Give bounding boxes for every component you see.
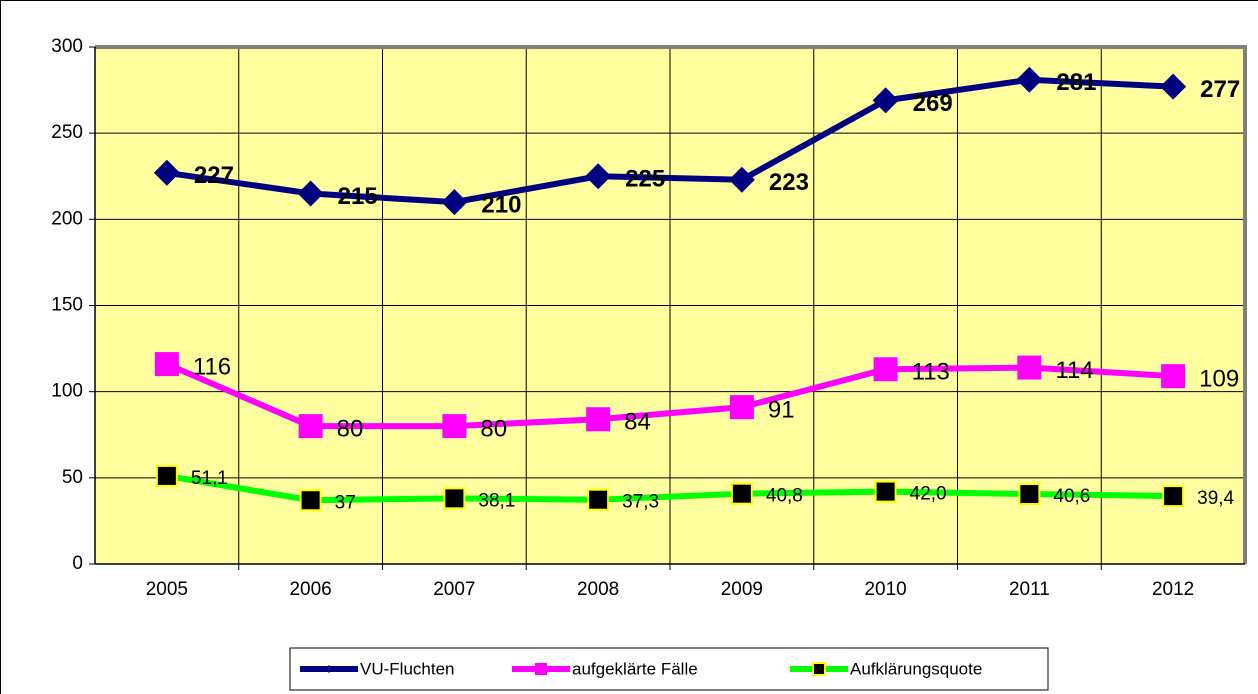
data-label: 42,0 — [910, 484, 947, 505]
legend-label: VU-Fluchten — [360, 659, 454, 678]
data-label: 223 — [769, 169, 809, 196]
data-label: 114 — [1055, 357, 1093, 384]
marker — [535, 663, 547, 675]
marker — [441, 189, 468, 216]
x-tick-label: 2012 — [1152, 579, 1194, 600]
data-label: 38,1 — [478, 490, 515, 511]
data-label: 225 — [625, 166, 665, 193]
series-line — [166, 76, 1174, 206]
marker — [153, 159, 180, 186]
data-label: 80 — [480, 415, 507, 442]
y-tick-label: 50 — [62, 467, 83, 488]
marker — [443, 487, 466, 510]
marker — [155, 464, 178, 487]
x-tick-label: 2011 — [1009, 579, 1050, 600]
data-label: 116 — [193, 353, 231, 380]
data-label: 51,1 — [191, 468, 228, 489]
data-label: 80 — [337, 415, 364, 442]
data-label: 227 — [194, 162, 234, 189]
marker — [728, 166, 755, 193]
series-line — [166, 472, 1174, 504]
x-tick-label: 2008 — [577, 579, 619, 600]
data-label: 109 — [1199, 366, 1239, 393]
y-tick-label: 100 — [51, 381, 83, 402]
marker — [1018, 483, 1041, 506]
data-label: 40,6 — [1053, 486, 1090, 507]
marker — [873, 357, 898, 382]
data-label: 277 — [1200, 76, 1240, 103]
data-label: 91 — [768, 397, 795, 424]
marker — [298, 414, 323, 439]
y-tick-label: 150 — [51, 295, 83, 316]
y-tick-label: 200 — [51, 208, 83, 229]
marker — [1016, 66, 1043, 93]
series-line — [165, 361, 1174, 430]
x-tick-label: 2006 — [289, 579, 331, 600]
marker — [730, 482, 753, 505]
data-label: 113 — [912, 359, 950, 386]
marker — [1161, 364, 1186, 389]
series: 227 215 210 225 223 269 281 277 — [153, 66, 1240, 218]
marker — [1017, 355, 1042, 380]
series: 51,1 37 38,1 37,3 40,8 42,0 40,6 39,4 — [155, 464, 1235, 513]
marker — [154, 352, 179, 377]
marker — [299, 489, 322, 512]
y-tick-label: 250 — [51, 122, 83, 143]
data-label: 40,8 — [766, 486, 803, 507]
data-label: 37 — [335, 492, 356, 513]
data-label: 84 — [624, 409, 651, 436]
data-label: 37,3 — [622, 492, 659, 513]
data-label: 210 — [481, 191, 521, 218]
marker — [325, 665, 333, 673]
data-label: 39,4 — [1197, 488, 1234, 509]
marker — [1160, 73, 1187, 100]
x-tick-label: 2007 — [433, 579, 475, 600]
legend-box — [289, 647, 1049, 691]
x-tick-label: 2010 — [864, 579, 906, 600]
marker — [587, 488, 610, 511]
legend-label: aufgeklärte Fälle — [572, 659, 698, 678]
plot-frame — [95, 45, 1247, 564]
marker — [729, 395, 754, 420]
data-label: 269 — [913, 90, 953, 117]
marker — [1162, 485, 1185, 508]
data-label: 215 — [338, 183, 378, 210]
marker — [874, 480, 897, 503]
marker — [297, 180, 324, 207]
y-tick-label: 300 — [51, 36, 83, 57]
series: 116 80 80 84 91 113 114 109 — [154, 352, 1239, 442]
marker — [812, 662, 826, 676]
legend-label: Aufklärungsquote — [850, 659, 982, 678]
marker — [586, 407, 611, 432]
x-tick-label: 2009 — [721, 579, 763, 600]
marker — [442, 414, 467, 439]
marker — [585, 163, 612, 190]
marker — [872, 87, 899, 114]
data-label: 281 — [1056, 69, 1096, 96]
y-tick-label: 0 — [72, 553, 83, 574]
legend: VU-Fluchten aufgeklärte Fälle Aufklärungsq… — [289, 647, 1049, 691]
x-tick-label: 2005 — [146, 579, 188, 600]
